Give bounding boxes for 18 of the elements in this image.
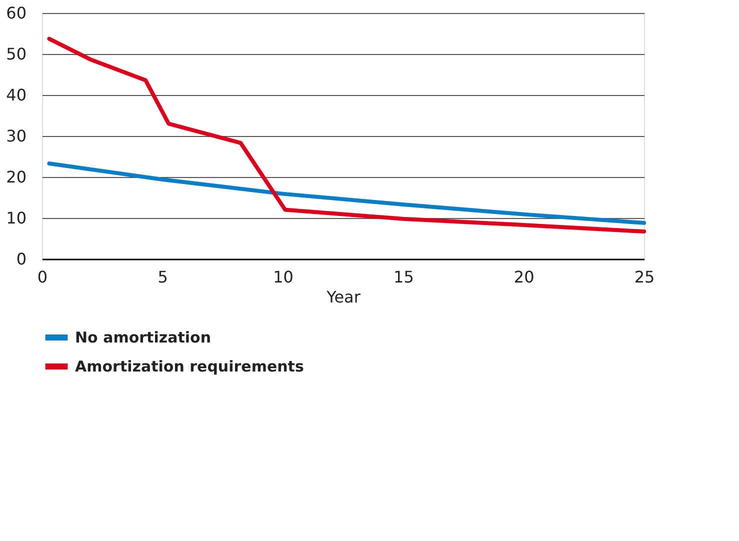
y-tick-label: 10: [6, 208, 26, 228]
x-tick-label: 10: [273, 268, 294, 286]
line-series: [47, 36, 646, 234]
legend-label: Amortization requirements: [75, 358, 304, 376]
x-tick-label: 15: [394, 268, 414, 286]
y-tick-label: 20: [6, 168, 26, 186]
x-tick-label: 25: [634, 268, 655, 286]
y-tick-label: 30: [6, 126, 26, 146]
x-axis-title: Year: [326, 288, 361, 306]
line-series: [47, 161, 646, 225]
x-tick-label: 20: [514, 268, 534, 286]
y-tick-label: 40: [6, 86, 26, 104]
y-tick-label: 60: [6, 4, 26, 22]
x-tick-label: 0: [37, 268, 48, 286]
y-tick-label: 0: [16, 250, 26, 268]
y-tick-label: 50: [6, 44, 26, 64]
legend-label: No amortization: [75, 328, 211, 346]
x-tick-label: 5: [158, 268, 168, 286]
